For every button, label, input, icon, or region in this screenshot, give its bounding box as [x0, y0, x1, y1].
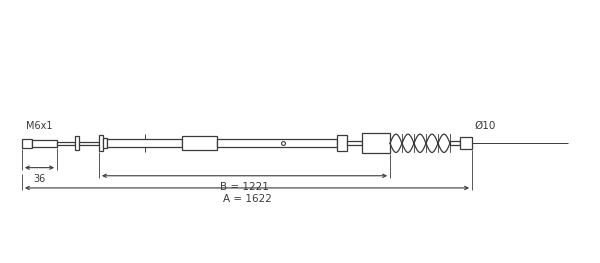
Text: 36: 36	[34, 174, 46, 184]
Text: 24.3727-0133.2    580133: 24.3727-0133.2 580133	[120, 13, 480, 37]
Bar	[107, 139, 182, 147]
Bar	[103, 138, 107, 148]
Bar	[182, 136, 217, 150]
Bar	[217, 139, 337, 147]
Bar	[450, 141, 460, 145]
Bar	[79, 142, 99, 145]
Bar	[337, 135, 347, 151]
Text: M6x1: M6x1	[26, 121, 53, 131]
Bar	[57, 142, 75, 145]
Bar	[362, 133, 390, 153]
Bar	[460, 137, 472, 149]
Bar	[99, 135, 103, 151]
Bar	[22, 139, 32, 148]
Text: B = 1221: B = 1221	[220, 182, 269, 192]
Bar	[347, 141, 362, 145]
Text: A = 1622: A = 1622	[223, 194, 271, 204]
Text: Ø10: Ø10	[474, 121, 496, 131]
Bar	[75, 136, 79, 150]
Bar	[32, 140, 57, 147]
